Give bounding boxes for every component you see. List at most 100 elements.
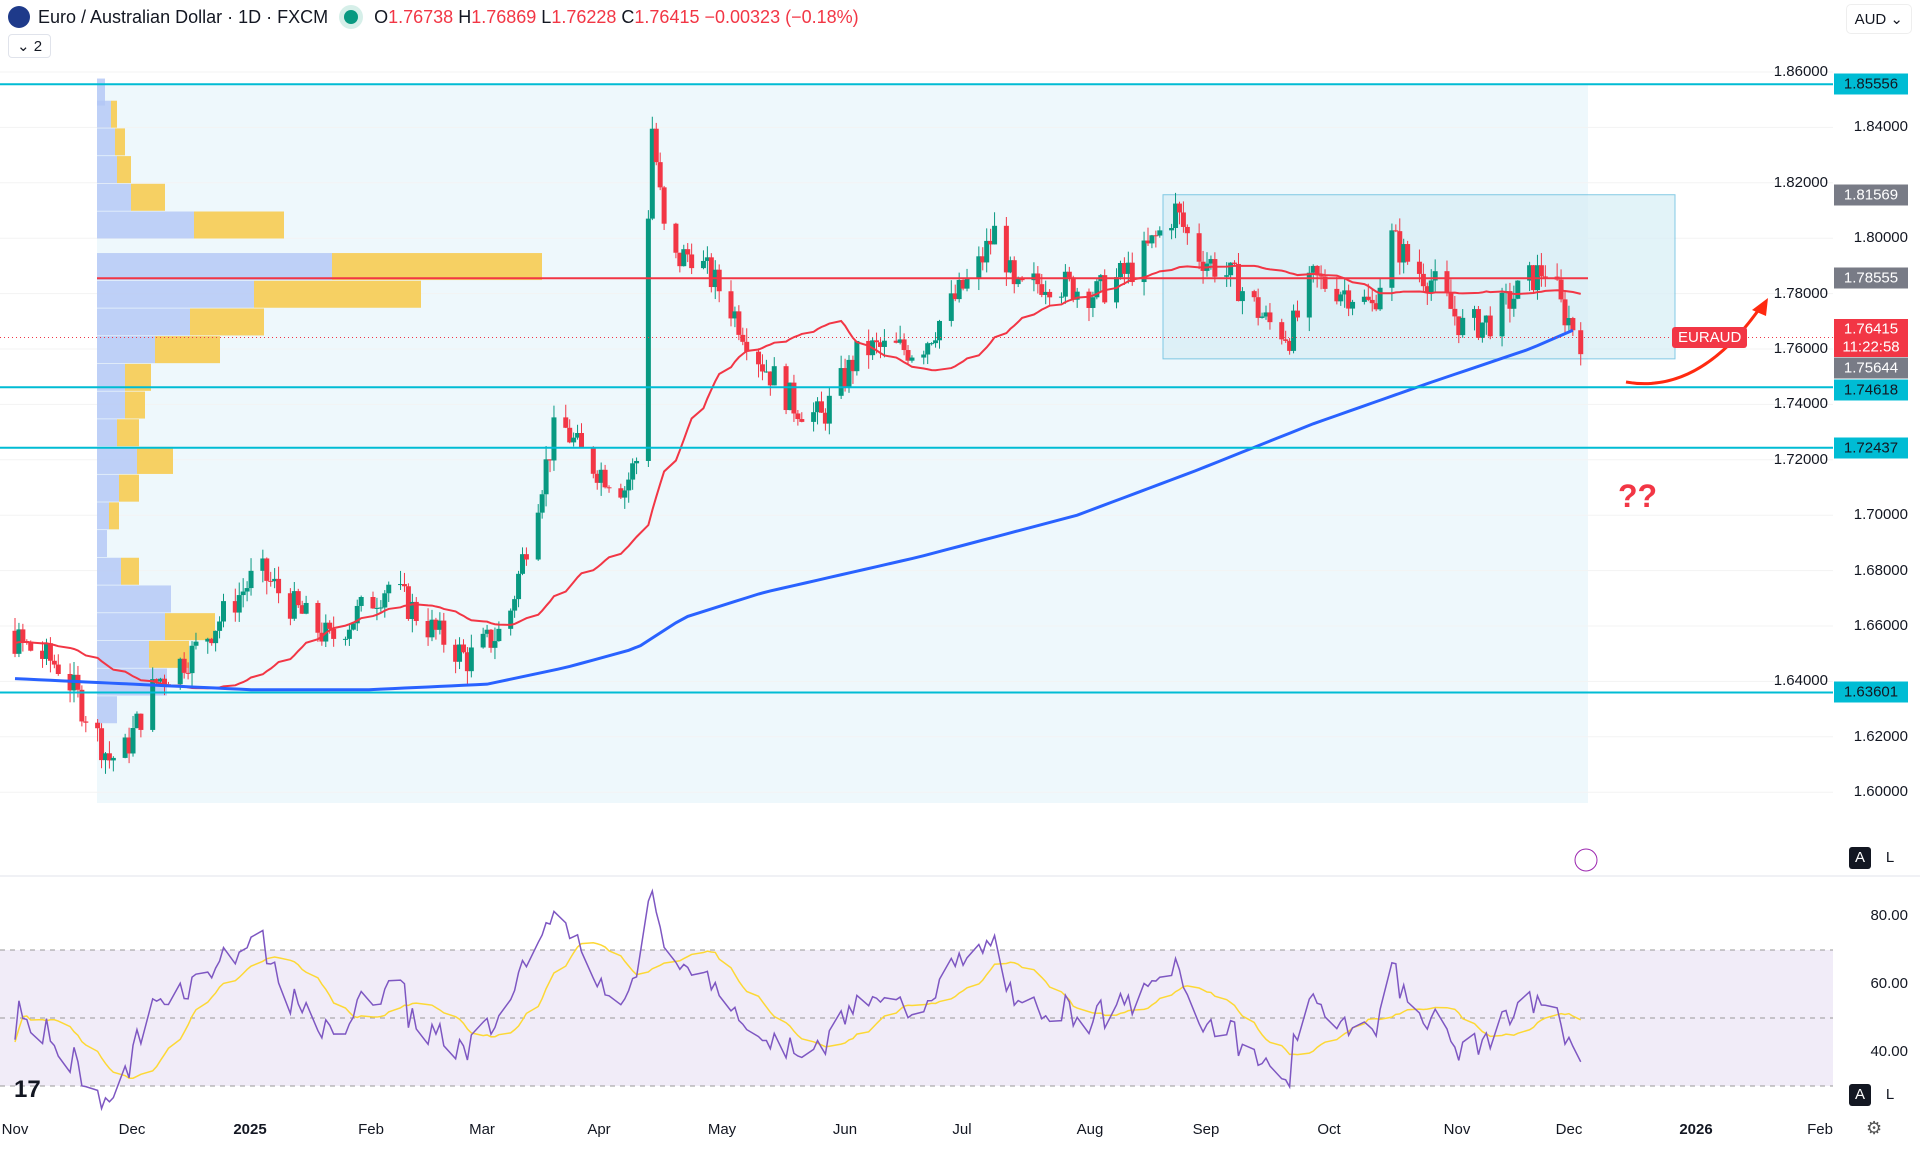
- candle-body: [441, 620, 447, 645]
- volume-profile-bar: [97, 419, 117, 447]
- candle-body: [189, 645, 195, 674]
- candle-body: [716, 269, 722, 292]
- log-scale-button[interactable]: L: [1885, 849, 1895, 866]
- candle-body: [1448, 293, 1454, 309]
- currency-select[interactable]: AUD ⌄: [1845, 4, 1912, 34]
- candle-body: [221, 601, 227, 622]
- candle-body: [1515, 280, 1521, 299]
- auto-scale-button[interactable]: A: [1849, 847, 1871, 869]
- volume-profile-bar: [117, 419, 139, 447]
- candle-body: [1472, 309, 1478, 318]
- candle-body: [1346, 290, 1352, 309]
- candle-body: [677, 252, 683, 267]
- volume-profile-bar: [97, 391, 125, 419]
- candle-body: [1283, 339, 1289, 341]
- candle-body: [645, 218, 651, 461]
- price-axis-label: 1.86000: [1773, 63, 1828, 80]
- rsi-auto-scale-button[interactable]: A: [1849, 1084, 1871, 1106]
- candle-body: [429, 619, 435, 638]
- change-value: −0.00323 (−0.18%): [704, 6, 859, 27]
- level-price-tag: 1.63601: [1834, 681, 1908, 703]
- candle-body: [1086, 291, 1092, 308]
- candle-body: [1373, 303, 1379, 310]
- candle-body: [842, 368, 848, 388]
- candle-body: [480, 633, 486, 648]
- candle-body: [877, 342, 883, 347]
- symbol-title[interactable]: Euro / Australian Dollar · 1D · FXCM: [38, 6, 329, 27]
- current-price-value: 1.76415: [1843, 320, 1899, 337]
- candle-body: [984, 240, 990, 263]
- candle-body: [1365, 296, 1371, 300]
- candle-body: [1475, 309, 1481, 338]
- candle-body: [704, 257, 710, 261]
- candle-body: [516, 573, 522, 600]
- volume-profile-bar: [97, 78, 105, 106]
- candle-body: [1074, 291, 1080, 300]
- candle-body: [378, 607, 384, 609]
- candle-body: [1350, 301, 1356, 309]
- candle-body: [95, 722, 101, 729]
- candle-body: [488, 629, 494, 648]
- candle-body: [1342, 290, 1348, 295]
- price-axis-label: 1.76000: [1773, 340, 1828, 357]
- candle-body: [578, 433, 584, 448]
- low-label: L: [541, 6, 552, 27]
- candle-body: [846, 359, 852, 388]
- candle-body: [1507, 291, 1513, 309]
- candle-body: [47, 643, 53, 661]
- candle-body: [110, 757, 116, 761]
- price-axis-label: 1.80000: [1853, 229, 1908, 247]
- candle-body: [1401, 244, 1407, 263]
- volume-profile-bar: [155, 336, 220, 364]
- indicator-count: 2: [33, 38, 43, 55]
- forecast-arrow: [1625, 304, 1764, 386]
- candle-body: [519, 554, 525, 574]
- candle-body: [567, 427, 573, 443]
- candle-body: [787, 382, 793, 411]
- volume-profile-bar: [97, 696, 117, 724]
- candle-body: [740, 334, 746, 342]
- candle-body: [401, 584, 407, 587]
- candle-body: [1169, 227, 1175, 231]
- candle-body: [685, 249, 691, 255]
- question-annotation: ??: [1618, 478, 1658, 514]
- close-value: 1.76415: [634, 6, 700, 27]
- volume-profile-bar: [119, 474, 139, 502]
- ma-fast-line: [14, 264, 1581, 690]
- volume-profile-bar: [97, 502, 109, 530]
- candle-body: [948, 293, 954, 321]
- candle-body: [1405, 244, 1411, 262]
- candle-body: [815, 401, 821, 413]
- time-axis-label: Jun: [832, 1121, 858, 1138]
- candle-body: [358, 597, 364, 606]
- candle-body: [1114, 277, 1120, 303]
- indicators-collapse-button[interactable]: ⌄ 2: [8, 34, 52, 58]
- candle-body: [248, 570, 254, 589]
- volume-profile-bar: [97, 336, 155, 364]
- candle-body: [276, 578, 282, 594]
- candle-body: [850, 359, 856, 372]
- candle-body: [575, 433, 581, 438]
- candle-body: [771, 366, 777, 386]
- candle-body: [1361, 296, 1367, 302]
- rsi-log-scale-button[interactable]: L: [1885, 1086, 1895, 1103]
- candle-body: [55, 664, 61, 674]
- candle-body: [161, 678, 167, 685]
- candle-body: [1141, 240, 1147, 283]
- candle-body: [988, 240, 994, 245]
- settings-gear-icon[interactable]: ⚙: [1866, 1118, 1883, 1138]
- time-axis-label: Jul: [952, 1121, 972, 1138]
- candle-body: [154, 679, 160, 682]
- candle-body: [822, 412, 828, 424]
- candle-body: [331, 628, 337, 639]
- candle-body: [708, 257, 714, 288]
- candle-body: [909, 357, 915, 361]
- candle-body: [398, 584, 404, 586]
- candle-body: [185, 672, 191, 674]
- candle-body: [622, 490, 628, 498]
- open-value: 1.76738: [388, 6, 454, 27]
- candle-body: [1121, 262, 1127, 274]
- time-axis-label: Oct: [1317, 1121, 1341, 1138]
- candle-body: [1499, 292, 1505, 337]
